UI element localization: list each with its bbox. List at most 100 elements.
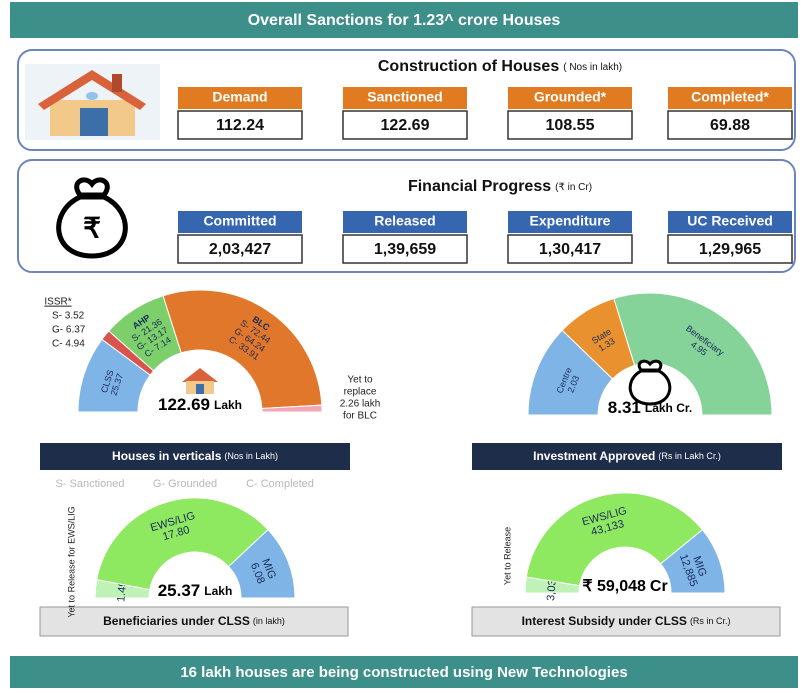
icon-part	[196, 384, 204, 394]
center-value-part: Cr	[650, 578, 668, 595]
icon-part	[637, 359, 663, 372]
segment-label: G- 6.37	[52, 325, 86, 336]
legend-item: G- Grounded	[153, 478, 217, 490]
icon-part	[628, 369, 672, 406]
gauge-segment	[613, 292, 773, 416]
center-value: 25.37 Lakh	[158, 581, 233, 600]
gauge-title: Investment Approved (Rs in Lakh Cr.)	[533, 449, 721, 463]
segment-label: S- 3.52	[52, 311, 85, 322]
legend-item: S- Sanctioned	[55, 478, 124, 490]
icon-part	[182, 368, 218, 382]
label-box	[668, 211, 792, 233]
item-value: 1,30,417	[539, 241, 601, 258]
value-box	[507, 234, 633, 264]
segment-label: ISSR*	[44, 297, 71, 308]
title-bar	[472, 443, 782, 470]
gauge-title-part: (in lakh)	[253, 616, 285, 626]
panel-title: Construction of Houses ( Nos in lakh)	[378, 58, 622, 75]
segment-label: C- 4.94	[52, 339, 85, 350]
gauge-house-icon	[182, 368, 218, 394]
value-box	[342, 110, 468, 140]
house-icon	[25, 64, 160, 140]
label-box	[178, 211, 302, 233]
gauge-segment	[96, 497, 269, 591]
gauge-bag-icon	[628, 359, 672, 406]
value-box	[667, 234, 793, 264]
value-box	[177, 110, 303, 140]
center-value-part: ₹ 59,048	[582, 578, 646, 595]
gauge-segment	[659, 528, 726, 594]
label-box	[508, 211, 632, 233]
center-value-part: 8.31	[608, 398, 641, 417]
item-label: Released	[374, 213, 435, 229]
label-box	[343, 211, 467, 233]
gauge-title: Interest Subsidy under CLSS (Rs in Cr.)	[522, 614, 731, 628]
note: for BLC	[343, 411, 377, 422]
item-label: UC Received	[687, 213, 773, 229]
label-box	[178, 87, 302, 109]
gauge-title-part: (Rs in Cr.)	[690, 616, 731, 626]
item-value: 122.69	[381, 117, 430, 134]
gauge-segment	[261, 404, 323, 413]
panel-title: Financial Progress (₹ in Cr)	[408, 178, 592, 195]
top-banner	[10, 2, 798, 38]
side-label: Yet to Release	[502, 527, 512, 585]
item-value: 1,29,965	[699, 241, 761, 258]
money-bag-icon: ₹	[56, 177, 128, 259]
center-value: 122.69 Lakh	[158, 395, 242, 414]
item-value: 108.55	[546, 117, 595, 134]
value-box	[667, 110, 793, 140]
label-box	[343, 87, 467, 109]
panel-title-part: Financial Progress	[408, 178, 551, 195]
item-label: Sanctioned	[367, 89, 442, 105]
title-bar	[471, 606, 781, 637]
note: replace	[344, 387, 377, 398]
item-label: Completed*	[691, 89, 769, 105]
gauge-title: Houses in verticals (Nos in Lakh)	[112, 449, 278, 463]
value-box	[177, 234, 303, 264]
bottom-banner-text: 16 lakh houses are being constructed usi…	[180, 664, 627, 681]
gauge-title: Beneficiaries under CLSS (in lakh)	[103, 614, 285, 628]
item-label: Demand	[212, 89, 267, 105]
panel-title-part: Construction of Houses	[378, 58, 559, 75]
gauge-title-part: Investment Approved	[533, 449, 655, 463]
panel-title-part: (₹ in Cr)	[555, 182, 592, 193]
item-value: 1,39,659	[374, 241, 436, 258]
gauge-segment	[162, 289, 323, 410]
item-label: Committed	[203, 213, 276, 229]
label-box	[668, 87, 792, 109]
center-value-part: 25.37	[158, 581, 201, 600]
center-value: 8.31 Lakh Cr.	[608, 398, 692, 417]
note: 2.26 lakh	[340, 399, 381, 410]
title-bar	[40, 443, 350, 470]
segment-label: 1.49	[115, 580, 129, 602]
center-value: ₹ 59,048 Cr	[582, 578, 667, 595]
value-box	[342, 234, 468, 264]
gauge-title-part: Interest Subsidy under CLSS	[522, 614, 687, 628]
center-value-part: 122.69	[158, 395, 210, 414]
center-value-part: Lakh	[204, 584, 232, 598]
item-value: 69.88	[710, 117, 750, 134]
item-label: Expenditure	[530, 213, 611, 229]
center-value-part: Lakh	[214, 398, 242, 412]
title-bar	[39, 606, 349, 637]
gauge-title-part: (Rs in Lakh Cr.)	[658, 451, 721, 461]
value-box	[507, 110, 633, 140]
gauge-title-part: Houses in verticals	[112, 449, 222, 463]
bottom-banner	[10, 656, 798, 688]
note: Yet to	[347, 375, 373, 386]
item-value: 112.24	[216, 117, 264, 134]
label-box	[508, 87, 632, 109]
gauge-segment	[525, 492, 704, 587]
legend-item: C- Completed	[246, 478, 314, 490]
gauge-segment	[227, 528, 296, 599]
side-label: Yet to Release for EWS/LIG	[66, 506, 76, 617]
item-label: Grounded*	[534, 89, 607, 105]
item-value: 2,03,427	[209, 241, 271, 258]
panel-title-part: ( Nos in lakh)	[563, 62, 622, 73]
gauge-title-part: Beneficiaries under CLSS	[103, 614, 250, 628]
svg-text:₹: ₹	[83, 212, 101, 243]
top-banner-text: Overall Sanctions for 1.23^ crore Houses	[248, 12, 561, 29]
gauge-title-part: (Nos in Lakh)	[224, 451, 278, 461]
